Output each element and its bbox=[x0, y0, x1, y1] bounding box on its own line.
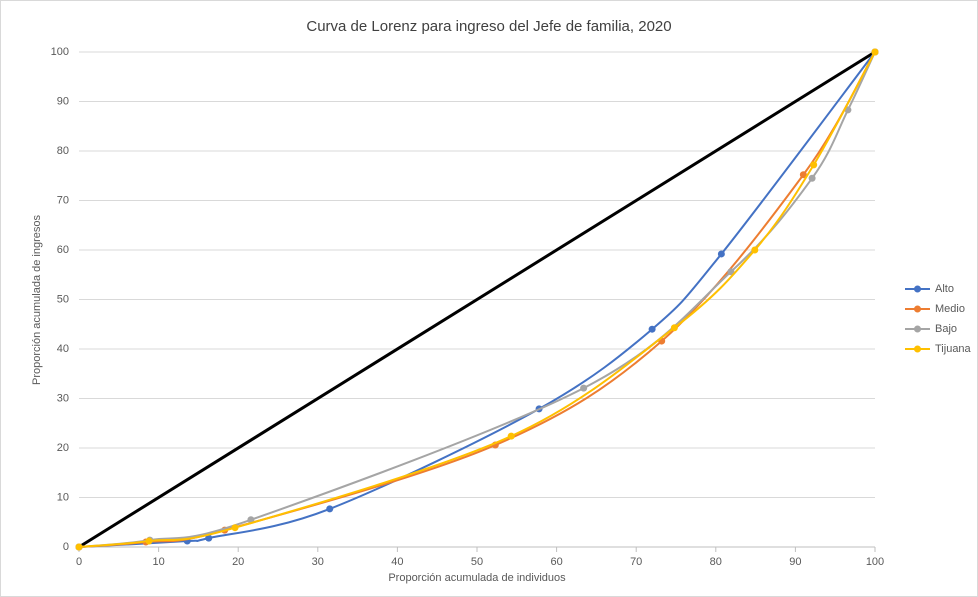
data-point bbox=[507, 432, 515, 440]
x-tick-label: 70 bbox=[630, 556, 642, 568]
x-tick-label: 40 bbox=[391, 556, 403, 568]
data-point bbox=[810, 161, 818, 169]
y-tick-label: 10 bbox=[57, 491, 69, 503]
x-tick-label: 100 bbox=[866, 556, 884, 568]
data-point bbox=[145, 537, 153, 545]
data-point bbox=[231, 524, 239, 532]
legend-marker bbox=[914, 285, 921, 293]
x-tick-label: 0 bbox=[76, 556, 82, 568]
data-point bbox=[670, 324, 678, 332]
y-tick-label: 0 bbox=[63, 541, 69, 553]
legend-marker bbox=[914, 305, 921, 313]
y-tick-label: 90 bbox=[57, 95, 69, 107]
data-point bbox=[648, 325, 656, 333]
legend-label: Tijuana bbox=[935, 343, 972, 355]
y-tick-label: 20 bbox=[57, 442, 69, 454]
legend-label: Alto bbox=[935, 283, 954, 295]
data-point bbox=[205, 534, 213, 542]
x-tick-label: 80 bbox=[710, 556, 722, 568]
legend-marker bbox=[914, 325, 921, 333]
y-tick-label: 30 bbox=[57, 392, 69, 404]
series-line bbox=[78, 51, 876, 548]
data-point bbox=[326, 505, 334, 513]
x-tick-label: 20 bbox=[232, 556, 244, 568]
legend-label: Medio bbox=[935, 303, 965, 315]
x-tick-label: 60 bbox=[550, 556, 562, 568]
data-point bbox=[799, 171, 807, 179]
legend-label: Bajo bbox=[935, 323, 957, 335]
y-tick-label: 60 bbox=[57, 244, 69, 256]
y-tick-label: 100 bbox=[51, 46, 69, 58]
data-point bbox=[580, 384, 588, 392]
series-line bbox=[78, 51, 876, 548]
data-point bbox=[717, 250, 725, 258]
y-tick-label: 70 bbox=[57, 194, 69, 206]
data-point bbox=[247, 516, 255, 524]
data-point bbox=[727, 268, 735, 276]
x-tick-label: 10 bbox=[152, 556, 164, 568]
y-axis-label: Proporción acumulada de ingresos bbox=[31, 215, 43, 385]
y-tick-label: 50 bbox=[57, 293, 69, 305]
x-tick-label: 90 bbox=[789, 556, 801, 568]
x-tick-label: 50 bbox=[471, 556, 483, 568]
reference-line bbox=[78, 50, 876, 549]
chart-title: Curva de Lorenz para ingreso del Jefe de… bbox=[306, 18, 671, 35]
data-point bbox=[871, 48, 879, 56]
data-point bbox=[75, 543, 83, 551]
legend-marker bbox=[914, 345, 921, 353]
x-tick-label: 30 bbox=[312, 556, 324, 568]
y-tick-label: 80 bbox=[57, 145, 69, 157]
x-axis-label: Proporción acumulada de individuos bbox=[388, 572, 566, 584]
y-tick-label: 40 bbox=[57, 343, 69, 355]
data-point bbox=[808, 174, 816, 182]
data-point bbox=[751, 246, 759, 254]
